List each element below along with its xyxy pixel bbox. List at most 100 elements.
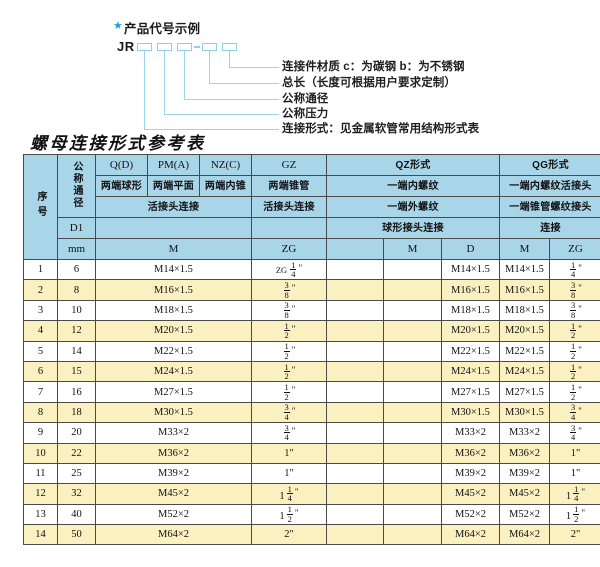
cell-qg-zg: 1 2 " xyxy=(548,320,600,342)
code-box-1 xyxy=(137,43,152,51)
table-row: 10 22 M36×2 1" M36×2 M36×2 1" xyxy=(23,442,600,464)
cell-m-merged: M64×2 xyxy=(95,524,252,546)
cell-m-merged: M20×1.5 xyxy=(95,320,252,342)
cell-gz-zg: 1 2 " xyxy=(251,320,327,342)
cell-nominal-diameter: 6 xyxy=(57,258,96,281)
cell-qg-zg: 1 2 " xyxy=(548,360,600,383)
header-desc-pma: 两端平面 xyxy=(147,175,200,197)
leader-line-5-vertical xyxy=(144,51,146,130)
table-row: 9 20 M33×2 3 4 " M33×2 M33×2 3 4 " xyxy=(23,422,600,444)
header-row4-gz-blank xyxy=(251,217,327,239)
star-icon: ★ xyxy=(113,20,123,32)
header-row-desc1: 两端球形 两端平面 两端内锥 两端锥管 一端内螺纹 一端内螺纹活接头 xyxy=(24,175,600,197)
annotation-nominal-diameter: 公称通径 xyxy=(282,93,329,105)
cell-gz-zg: 1 1 2 " xyxy=(251,503,327,526)
cell-qg-zg: 3 4 " xyxy=(548,401,600,424)
cell-seq: 7 xyxy=(23,381,58,403)
cell-m-merged: M22×1.5 xyxy=(95,340,252,362)
cell-qz-d: M22×1.5 xyxy=(441,340,500,362)
cell-qz-d: M14×1.5 xyxy=(441,258,500,281)
header-nominal-diameter-label: 公称通径 xyxy=(71,160,82,209)
cell-qz-d: M45×2 xyxy=(441,483,500,505)
annotation-nominal-pressure: 公称压力 xyxy=(282,108,329,120)
cell-qz-d: M24×1.5 xyxy=(441,360,500,383)
cell-seq: 2 xyxy=(23,279,58,301)
cell-m-merged: M45×2 xyxy=(95,483,252,505)
cell-seq: 10 xyxy=(23,442,58,464)
code-prefix-jr: JR xyxy=(117,39,135,54)
product-code-diagram: ★ 产品代号示例 JR 连接件材质 c：为碳钢 b：为不锈钢 总长（长度可根据用… xyxy=(0,0,600,136)
cell-m-merged: M18×1.5 xyxy=(95,299,252,322)
cell-m-merged: M36×2 xyxy=(95,442,252,464)
cell-qz-m xyxy=(383,503,442,526)
cell-qg-m: M52×2 xyxy=(499,503,550,526)
cell-qz-m xyxy=(383,360,442,383)
cell-nominal-diameter: 20 xyxy=(57,422,96,444)
cell-qg-zg: 1" xyxy=(548,462,600,485)
cell-seq: 8 xyxy=(23,401,58,424)
cell-m-merged: M14×1.5 xyxy=(95,258,252,281)
leader-line-1-horizontal xyxy=(229,67,279,69)
code-separator-dash xyxy=(194,46,200,48)
cell-seq: 14 xyxy=(23,524,58,546)
table-title: 螺母连接形式参考表 xyxy=(30,134,206,154)
cell-spacer-blank xyxy=(326,483,384,505)
cell-qz-m xyxy=(383,524,442,546)
cell-qg-zg: 1 2 " xyxy=(548,340,600,362)
cell-qg-m: M33×2 xyxy=(499,422,550,444)
cell-qz-m xyxy=(383,299,442,322)
table-row: 5 14 M22×1.5 1 2 " M22×1.5 M22×1.5 1 2 " xyxy=(23,340,600,362)
cell-spacer-blank xyxy=(326,258,384,281)
cell-spacer-blank xyxy=(326,340,384,362)
header-row-desc2: 活接头连接 活接头连接 一端外螺纹 一端锥管螺纹接头 xyxy=(24,196,600,218)
header-desc-qz: 一端内螺纹 xyxy=(326,175,500,197)
cell-seq: 6 xyxy=(23,360,58,383)
cell-qz-d: M64×2 xyxy=(441,524,500,546)
header-row3-gz: 活接头连接 xyxy=(251,196,327,218)
leader-line-5-horizontal xyxy=(144,129,279,131)
cell-qz-d: M33×2 xyxy=(441,422,500,444)
cell-gz-zg: ZG 1 4 " xyxy=(251,258,327,281)
cell-spacer-blank xyxy=(326,462,384,485)
cell-qg-zg: 3 8 " xyxy=(548,299,600,322)
nut-connection-table-wrapper: 序号 公称通径 Q(D) PM(A) NZ(C) GZ QZ形式 QG形式 两端… xyxy=(23,154,600,546)
cell-m-merged: M33×2 xyxy=(95,422,252,444)
leader-line-1-vertical xyxy=(229,51,231,68)
cell-nominal-diameter: 12 xyxy=(57,320,96,342)
table-header: 序号 公称通径 Q(D) PM(A) NZ(C) GZ QZ形式 QG形式 两端… xyxy=(23,154,600,260)
header-row4-qz: 球形接头连接 xyxy=(326,217,500,239)
header-row3-qg: 一端锥管螺纹接头 xyxy=(498,196,600,218)
header-row3-qz: 一端外螺纹 xyxy=(326,196,500,218)
cell-gz-zg: 3 8 " xyxy=(251,279,327,301)
cell-seq: 11 xyxy=(23,462,58,485)
table-row: 11 25 M39×2 1" M39×2 M39×2 1" xyxy=(23,462,600,485)
cell-qz-m xyxy=(383,422,442,444)
cell-nominal-diameter: 10 xyxy=(57,299,96,322)
cell-m-merged: M39×2 xyxy=(95,462,252,485)
leader-line-2-horizontal xyxy=(209,83,279,85)
nut-connection-table: 序号 公称通径 Q(D) PM(A) NZ(C) GZ QZ形式 QG形式 两端… xyxy=(23,154,600,546)
header-row3-qdpmnz: 活接头连接 xyxy=(95,196,252,218)
cell-qg-zg: 3 4 " xyxy=(548,422,600,444)
cell-gz-zg: 1 2 " xyxy=(251,360,327,383)
table-body: 1 6 M14×1.5 ZG 1 4 " M14×1.5 M14×1.5 1 4 " 2 8 M16×1.5… xyxy=(23,258,600,546)
cell-gz-zg: 1 2 " xyxy=(251,381,327,403)
header-unit-gz-zg: ZG xyxy=(251,238,327,260)
cell-m-merged: M24×1.5 xyxy=(95,360,252,383)
cell-spacer-blank xyxy=(326,503,384,526)
table-row: 7 16 M27×1.5 1 2 " M27×1.5 M27×1.5 1 2 " xyxy=(23,381,600,403)
cell-qg-m: M20×1.5 xyxy=(499,320,550,342)
code-box-2 xyxy=(157,43,172,51)
cell-qg-zg: 2" xyxy=(548,524,600,546)
cell-spacer-blank xyxy=(326,360,384,383)
cell-gz-zg: 3 4 " xyxy=(251,422,327,444)
header-unit-qg-zg: ZG xyxy=(548,238,600,260)
cell-qz-d: M36×2 xyxy=(441,442,500,464)
header-mm: mm xyxy=(57,238,96,260)
cell-nominal-diameter: 15 xyxy=(57,360,96,383)
cell-qg-m: M16×1.5 xyxy=(499,279,550,301)
cell-gz-zg: 3 8 " xyxy=(251,299,327,322)
product-code-title: 产品代号示例 xyxy=(124,22,201,36)
cell-nominal-diameter: 25 xyxy=(57,462,96,485)
header-group-pma: PM(A) xyxy=(147,154,200,176)
